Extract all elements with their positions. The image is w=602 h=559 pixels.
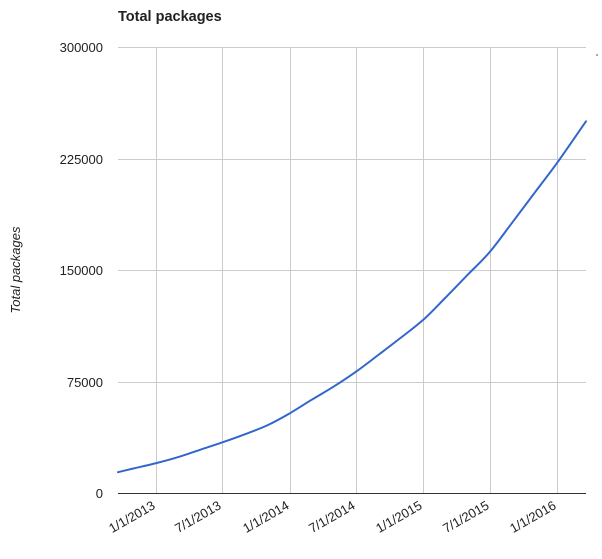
- y-tick-label: 0: [96, 486, 103, 501]
- x-tick-label: 1/1/2016: [507, 498, 558, 536]
- gridlines: [118, 47, 586, 493]
- chart-title: Total packages: [118, 9, 222, 25]
- series-line: [117, 120, 587, 474]
- y-tick-labels: 0 75000 150000 225000 300000: [60, 40, 103, 501]
- y-tick-label: 300000: [60, 40, 103, 55]
- series-layer: [117, 120, 587, 474]
- y-tick-label: 75000: [67, 375, 103, 390]
- y-tick-label: 225000: [60, 152, 103, 167]
- x-tick-label: 7/1/2015: [440, 498, 491, 536]
- x-tick-label: 7/1/2014: [306, 498, 357, 536]
- edge-mark: [596, 54, 598, 56]
- x-tick-label: 1/1/2013: [106, 498, 157, 536]
- x-tick-label: 1/1/2015: [373, 498, 424, 536]
- y-axis-label: Total packages: [8, 226, 23, 313]
- x-tick-label: 1/1/2014: [240, 498, 291, 536]
- x-tick-labels: 1/1/2013 7/1/2013 1/1/2014 7/1/2014 1/1/2015…: [106, 498, 558, 536]
- x-tick-label: 7/1/2013: [172, 498, 223, 536]
- y-tick-label: 150000: [60, 263, 103, 278]
